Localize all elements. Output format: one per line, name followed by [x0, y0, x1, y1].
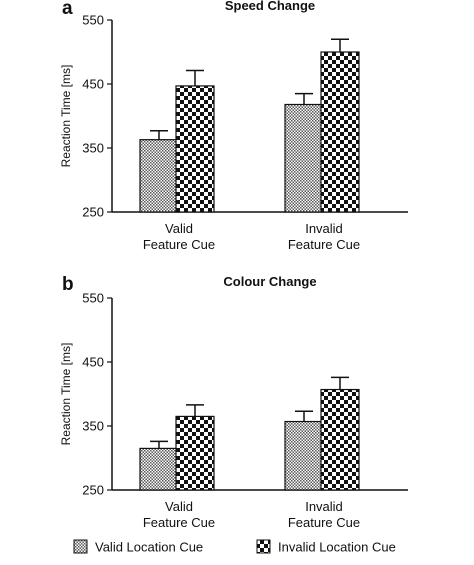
legend: Valid Location Cue Invalid Location Cue [73, 539, 396, 555]
bar [139, 447, 179, 491]
chart-panel-b: b Colour Change 250 350 450 550 Reaction Time … [59, 274, 408, 530]
chart-title: Speed Change [225, 0, 315, 13]
y-tick-label: 550 [82, 13, 104, 28]
x-category-label: Invalid [305, 221, 343, 236]
x-category-label: Valid [165, 221, 193, 236]
bar [284, 420, 324, 491]
y-axis-label: Reaction Time [ms] [59, 343, 73, 446]
bar [175, 415, 215, 491]
bar [320, 388, 360, 491]
x-category-label-line2: Feature Cue [288, 515, 360, 530]
legend-label: Invalid Location Cue [278, 540, 396, 555]
y-tick-label: 550 [82, 291, 104, 306]
x-category-label: Valid [165, 499, 193, 514]
y-tick-label: 450 [82, 77, 104, 92]
y-tick-label: 450 [82, 355, 104, 370]
y-tick-label: 250 [82, 205, 104, 220]
y-tick-label: 350 [82, 419, 104, 434]
legend-swatch [73, 539, 88, 554]
bar [175, 85, 215, 213]
x-category-label-line2: Feature Cue [143, 237, 215, 252]
chart-panels: a Speed Change 250 350 450 550 Reaction Time [… [59, 0, 408, 530]
panel-letter: b [62, 274, 74, 295]
bar [139, 139, 179, 213]
x-category-label: Invalid [305, 499, 343, 514]
chart-panel-a: a Speed Change 250 350 450 550 Reaction Time [… [59, 0, 408, 252]
bar [320, 51, 360, 213]
bar [284, 103, 324, 213]
panel-letter: a [62, 0, 73, 19]
legend-swatch [256, 539, 271, 554]
chart-title: Colour Change [223, 274, 316, 289]
y-tick-label: 250 [82, 483, 104, 498]
y-axis-label: Reaction Time [ms] [59, 65, 73, 168]
x-category-label-line2: Feature Cue [143, 515, 215, 530]
y-tick-label: 350 [82, 141, 104, 156]
legend-label: Valid Location Cue [95, 540, 203, 555]
x-category-label-line2: Feature Cue [288, 237, 360, 252]
